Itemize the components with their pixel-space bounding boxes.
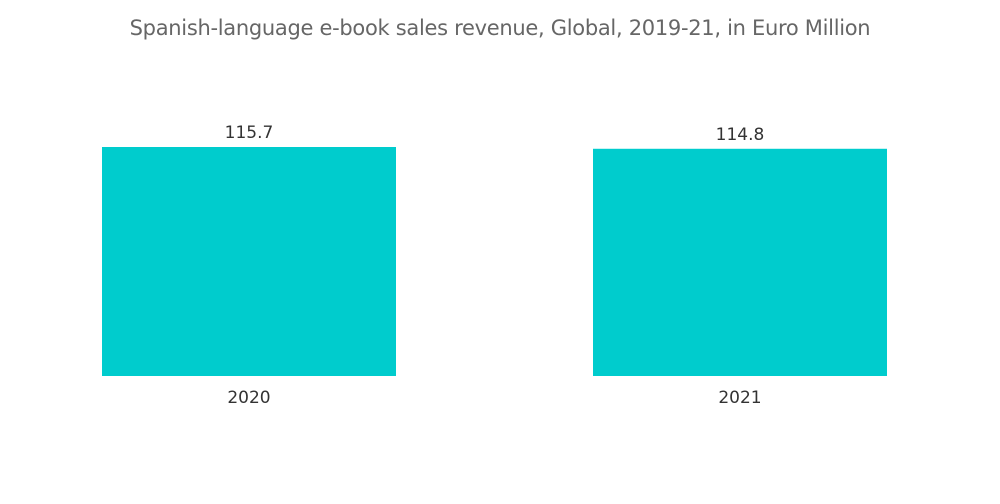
data-label-2021: 114.8	[716, 125, 765, 145]
bars-layer	[102, 147, 887, 376]
bar-2021	[593, 148, 887, 376]
data-labels-layer: 115.7 114.8	[225, 123, 765, 145]
data-label-2020: 115.7	[225, 123, 274, 143]
x-tick-label-2020: 2020	[227, 388, 270, 408]
bar-2020	[102, 147, 396, 376]
x-tick-label-2021: 2021	[718, 388, 761, 408]
x-axis-tick-labels: 2020 2021	[227, 388, 761, 408]
chart-title: Spanish-language e-book sales revenue, G…	[129, 16, 871, 40]
